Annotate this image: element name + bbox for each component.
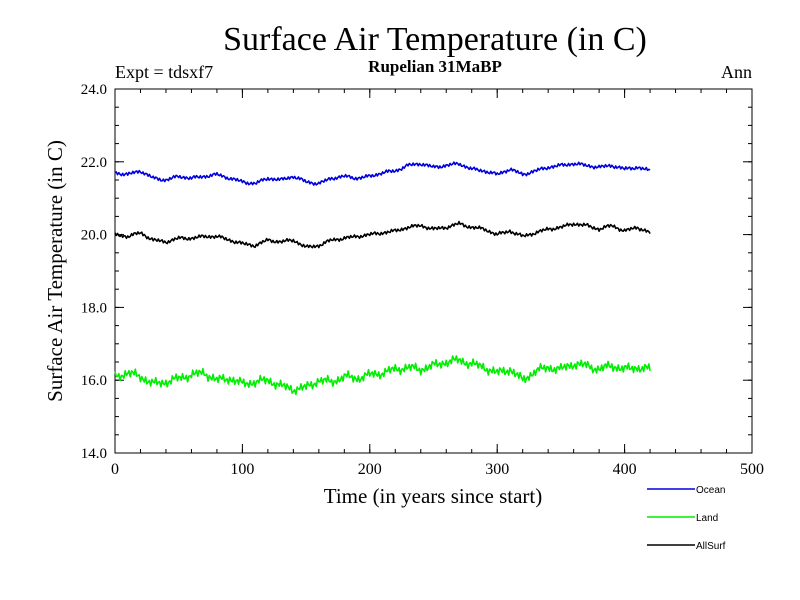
x-tick-label: 100 [230,461,254,478]
chart-subtitle: Rupelian 31MaBP [368,57,502,76]
legend: Ocean Land AllSurf [647,485,726,552]
x-tick-label: 500 [740,461,764,478]
y-tick-labels: 14.0 16.0 18.0 20.0 22.0 24.0 [81,82,107,462]
x-tick-label: 0 [111,461,119,478]
legend-label-allsurf: AllSurf [696,541,726,552]
x-tick-label: 300 [485,461,509,478]
series-lines [114,161,651,396]
x-tick-label: 400 [613,461,637,478]
y-axis-label: Surface Air Temperature (in C) [43,140,67,402]
x-tick-label: 200 [358,461,382,478]
x-axis-label: Time (in years since start) [324,484,543,508]
y-tick-label: 18.0 [81,300,107,316]
major-ticks [114,88,753,454]
minor-ticks [114,88,753,454]
legend-label-land: Land [696,513,718,524]
y-tick-label: 22.0 [81,155,107,171]
y-tick-label: 20.0 [81,228,107,244]
experiment-label: Expt = tdsxf7 [115,62,213,82]
series-line-allsurf [114,220,651,249]
legend-label-ocean: Ocean [696,485,725,496]
season-label: Ann [721,62,752,82]
chart-title: Surface Air Temperature (in C) [223,21,647,58]
series-line-land [114,355,651,396]
y-tick-label: 24.0 [81,82,107,98]
y-tick-label: 14.0 [81,446,107,462]
series-line-ocean [114,161,651,186]
x-tick-labels: 0 100 200 300 400 500 [111,461,764,478]
y-tick-label: 16.0 [81,373,107,389]
plot-frame [114,88,753,454]
